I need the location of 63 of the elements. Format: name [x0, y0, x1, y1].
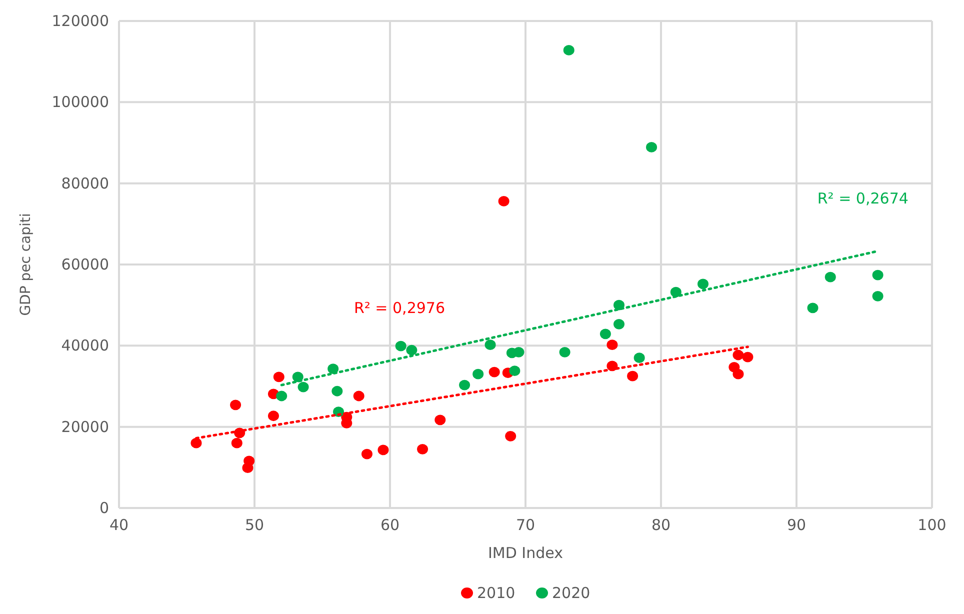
x-tick-label: 80 [651, 516, 671, 534]
y-tick-label: 80000 [61, 174, 109, 192]
point [872, 290, 884, 302]
x-tick-label: 50 [244, 516, 264, 534]
point [361, 448, 372, 460]
y-tick-label: 20000 [61, 418, 109, 436]
annotation: R² = 0,2976 [354, 299, 445, 318]
point [872, 270, 884, 280]
point [824, 272, 836, 282]
point [646, 142, 658, 152]
point [292, 372, 304, 382]
point [698, 278, 709, 290]
point [606, 340, 618, 350]
point [563, 45, 574, 56]
point [353, 390, 364, 402]
y-tick-label: 0 [99, 499, 109, 517]
x-tick-label: 70 [516, 516, 536, 534]
y-tick-label: 100000 [52, 93, 109, 112]
y-axis-title: GDP pec capiti [18, 213, 34, 316]
point [634, 352, 645, 364]
point [273, 372, 284, 382]
point [742, 352, 754, 362]
point [459, 380, 470, 390]
point [807, 302, 818, 314]
y-tick-label: 40000 [61, 336, 109, 355]
point [268, 410, 279, 422]
point [434, 414, 446, 426]
point [732, 368, 744, 380]
point [488, 366, 500, 378]
point [509, 366, 520, 376]
point [417, 444, 428, 454]
x-tick-label: 40 [109, 516, 129, 534]
point [498, 196, 510, 206]
point [298, 382, 309, 392]
point [732, 350, 744, 360]
annotation: R² = 0,2674 [817, 190, 908, 208]
point [406, 344, 418, 356]
point [242, 462, 254, 474]
point [670, 286, 682, 298]
point [513, 346, 524, 358]
point [328, 364, 339, 374]
x-axis-title: IMD Index [488, 544, 564, 562]
x-tick-label: 100 [918, 516, 946, 534]
point [600, 328, 611, 340]
x-tick-label: 90 [786, 516, 806, 534]
legend-label: 2020 [552, 584, 590, 602]
point [276, 390, 288, 402]
y-tick-label: 60000 [61, 256, 109, 274]
point [472, 368, 484, 380]
y-tick-label: 120000 [52, 12, 109, 30]
point [627, 370, 638, 382]
point [190, 438, 202, 448]
point [231, 438, 242, 448]
point [505, 430, 516, 442]
point [332, 386, 343, 396]
point [378, 444, 389, 456]
x-tick-label: 60 [380, 516, 400, 534]
legend-label: 2010 [477, 584, 516, 602]
point [613, 318, 624, 330]
point [559, 346, 570, 358]
point [230, 400, 242, 410]
point [484, 340, 496, 350]
point [395, 340, 406, 352]
